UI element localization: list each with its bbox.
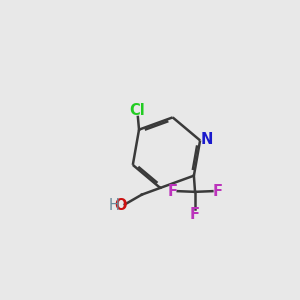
Text: Cl: Cl bbox=[129, 103, 145, 118]
Text: F: F bbox=[190, 207, 200, 222]
Text: F: F bbox=[168, 184, 178, 199]
Text: N: N bbox=[200, 132, 213, 147]
Text: H: H bbox=[109, 198, 120, 213]
Text: F: F bbox=[212, 184, 222, 199]
Text: O: O bbox=[114, 198, 127, 213]
